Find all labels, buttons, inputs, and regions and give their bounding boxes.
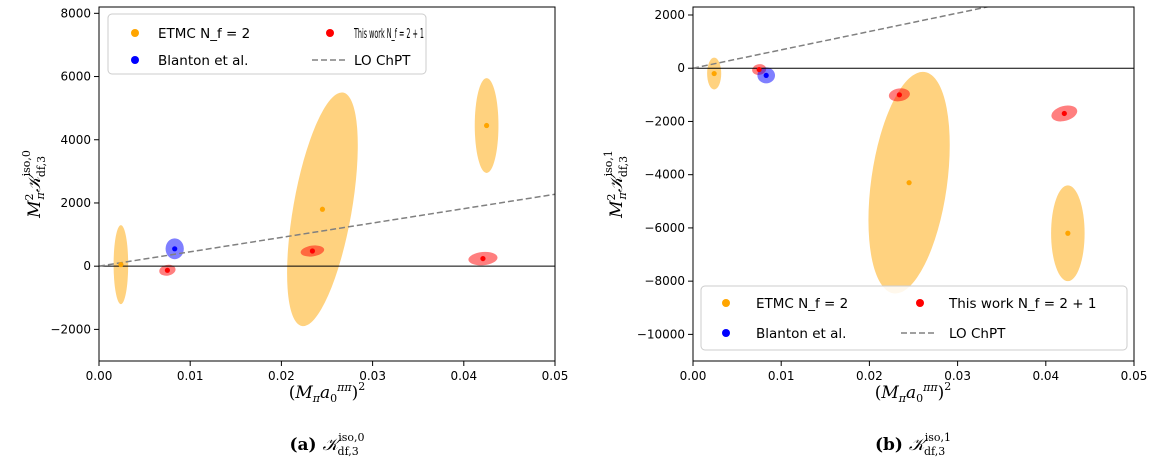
- etmc-point-a-0: [118, 261, 124, 268]
- legend-box-b: [700, 285, 1128, 351]
- legend-label-etmc-a: ETMC N_f = 2: [158, 26, 250, 42]
- legend-marker-this-work-a: [326, 29, 334, 37]
- x-tick-label-a-3: 0.03: [359, 369, 386, 383]
- lo-chpt-line-b: [693, 7, 991, 69]
- x-tick-label-b-1: 0.01: [768, 369, 795, 383]
- legend-label-blanton-a: Blanton et al.: [158, 53, 248, 69]
- axes-frame-b: [692, 6, 1135, 362]
- y-axis-label-a: M2π𝒦iso,0 df,3: [20, 150, 48, 219]
- this_work-point-b-1: [896, 92, 902, 98]
- legend-marker-blanton-a: [131, 56, 139, 64]
- chart-panel-a: 0.00 0.01 0.02 0.03 0.04 0.05 −2000 0 2000 4000 60…: [20, 6, 568, 458]
- y-tick-label-b-4: −2000: [644, 114, 685, 128]
- y-tick-label-b-5: 0: [677, 61, 685, 75]
- y-tick-label-a-3: 4000: [60, 133, 91, 147]
- y-tick-label-a-4: 6000: [60, 70, 91, 84]
- x-tick-label-b-5: 0.05: [1121, 369, 1148, 383]
- y-tick-label-a-0: −2000: [50, 322, 91, 336]
- legend-label-lo-chpt-b: LO ChPT: [949, 326, 1006, 342]
- x-axis-label-a: (Mπa0ππ)2: [289, 380, 366, 405]
- this_work-point-b-2: [1061, 110, 1067, 117]
- this_work-point-a-1: [309, 248, 316, 254]
- y-tick-label-a-1: 0: [83, 259, 91, 273]
- plot-area-a: [99, 78, 555, 327]
- plot-area-b: [693, 7, 1134, 294]
- legend-label-this-work-a: This work N_f = 2 + 1: [354, 26, 424, 42]
- blanton-point-b-0: [763, 72, 769, 79]
- legend-a: ETMC N_f = 2 Blanton et al. This work N_…: [107, 13, 427, 75]
- axis-ticks-b: 0.00 0.01 0.02 0.03 0.04 0.05 −10000 −8000 −6000…: [637, 8, 1148, 383]
- this_work-point-a-2: [480, 255, 486, 262]
- etmc-point-b-2: [1065, 230, 1071, 236]
- caption-a: (a) 𝒦iso,0 df,3: [289, 431, 364, 458]
- y-tick-label-a-5: 8000: [60, 6, 91, 20]
- y-tick-label-a-2: 2000: [60, 196, 91, 210]
- x-tick-label-b-4: 0.04: [1032, 369, 1059, 383]
- x-tick-label-a-2: 0.02: [268, 369, 295, 383]
- legend-label-etmc-b: ETMC N_f = 2: [756, 296, 848, 312]
- x-tick-label-b-3: 0.03: [944, 369, 971, 383]
- y-tick-label-b-3: −4000: [644, 168, 685, 182]
- this_work-point-a-0: [164, 267, 170, 273]
- axes-frame-a: [98, 6, 556, 362]
- x-tick-label-a-0: 0.00: [86, 369, 113, 383]
- legend-label-this-work-b: This work N_f = 2 + 1: [948, 296, 1096, 312]
- legend-label-lo-chpt-a: LO ChPT: [354, 53, 411, 69]
- y-tick-label-b-6: 2000: [654, 8, 685, 22]
- x-tick-label-a-1: 0.01: [177, 369, 204, 383]
- chart-panel-b: 0.00 0.01 0.02 0.03 0.04 0.05 −10000 −8000 −6000…: [602, 6, 1148, 458]
- y-tick-label-b-0: −10000: [637, 327, 685, 341]
- legend-marker-blanton-b: [722, 329, 730, 337]
- legend-box-a: [107, 13, 427, 75]
- y-tick-label-b-1: −8000: [644, 274, 685, 288]
- legend-b: ETMC N_f = 2 Blanton et al. This work N_…: [700, 285, 1128, 351]
- x-tick-label-a-5: 0.05: [542, 369, 569, 383]
- y-tick-label-b-2: −6000: [644, 221, 685, 235]
- axis-ticks-a: 0.00 0.01 0.02 0.03 0.04 0.05 −2000 0 2000 4000 60…: [50, 6, 568, 383]
- x-tick-label-b-0: 0.00: [680, 369, 707, 383]
- x-tick-label-b-2: 0.02: [856, 369, 883, 383]
- blanton-point-a-0: [172, 246, 178, 252]
- legend-marker-etmc-b: [722, 299, 730, 307]
- etmc-point-b-1: [906, 180, 912, 186]
- legend-marker-etmc-a: [131, 29, 139, 37]
- legend-marker-this-work-b: [916, 299, 924, 307]
- this_work-point-b-0: [756, 66, 762, 73]
- y-axis-label-b: M2π𝒦iso,1 df,3: [602, 150, 630, 219]
- etmc-point-a-1: [319, 206, 326, 212]
- legend-label-blanton-b: Blanton et al.: [756, 326, 846, 342]
- etmc-point-a-2: [484, 122, 490, 129]
- x-axis-label-b: (Mπa0ππ)2: [875, 380, 952, 405]
- x-tick-label-a-4: 0.04: [450, 369, 477, 383]
- lo-chpt-line-a: [99, 193, 555, 267]
- etmc-point-b-0: [711, 70, 717, 77]
- caption-b: (b) 𝒦iso,1 df,3: [875, 431, 951, 458]
